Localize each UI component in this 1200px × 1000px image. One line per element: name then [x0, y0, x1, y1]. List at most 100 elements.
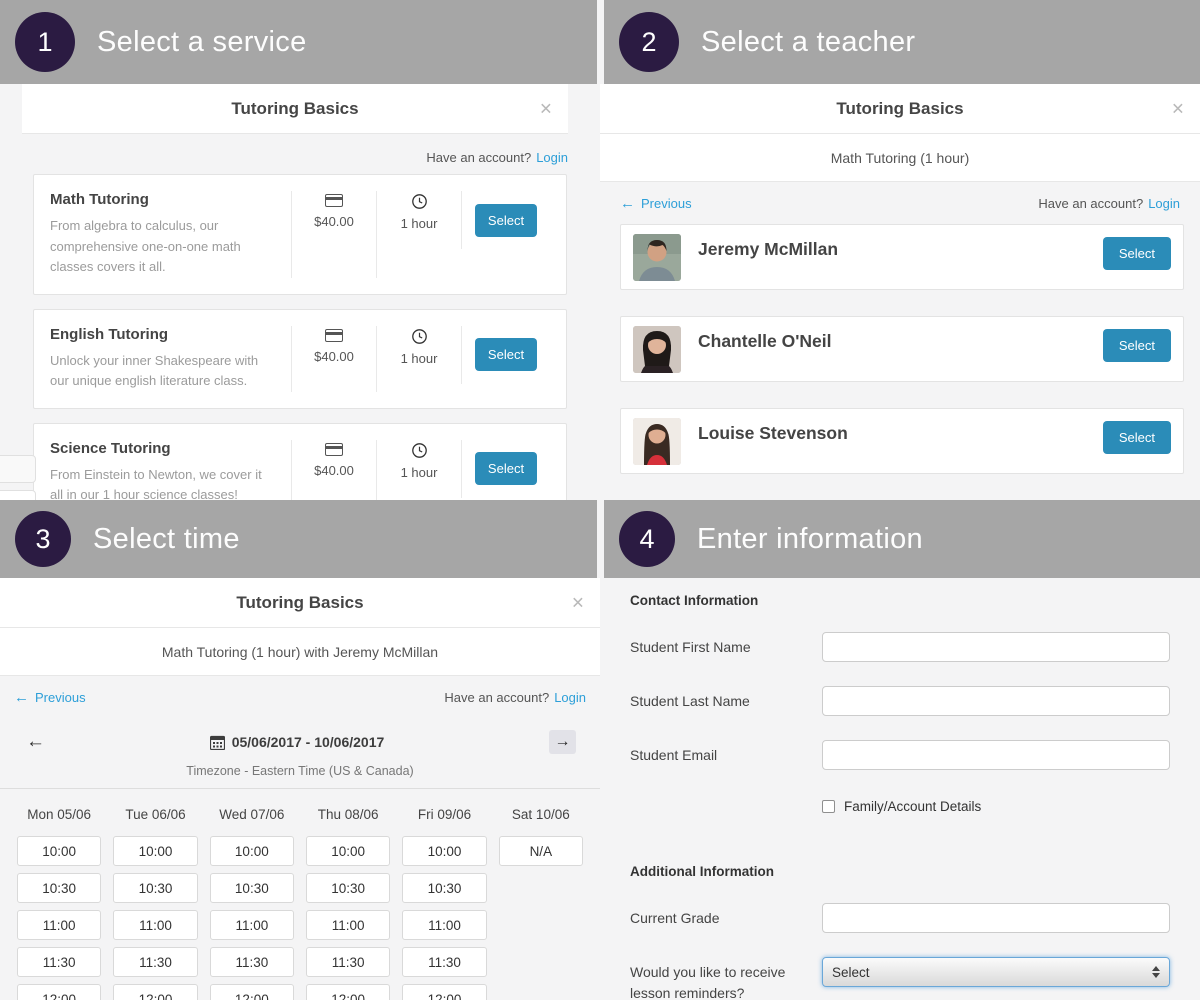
- day-column-mon: Mon 05/06 10:00 10:30 11:00 11:30 12:00: [11, 801, 107, 1000]
- teacher-name: Chantelle O'Neil: [698, 331, 832, 351]
- service-duration-col: 1 hour: [376, 191, 461, 278]
- time-slot-button[interactable]: 11:30: [113, 947, 198, 977]
- time-slot-button[interactable]: 12:00: [209, 984, 294, 1000]
- time-slot-button[interactable]: 11:30: [402, 947, 487, 977]
- login-link[interactable]: Login: [536, 149, 568, 165]
- back-arrow-icon: ←: [14, 688, 29, 706]
- form-row: Student First Name: [630, 632, 1170, 662]
- first-name-input[interactable]: [822, 632, 1170, 662]
- login-link[interactable]: Login: [554, 689, 586, 705]
- service-description: Unlock your inner Shakespeare with our u…: [50, 352, 259, 389]
- time-slot-button[interactable]: 11:00: [113, 910, 198, 940]
- account-row: Have an account? Login: [0, 134, 600, 174]
- step-number-badge: 1: [15, 12, 75, 72]
- time-slot-button[interactable]: 11:30: [17, 947, 102, 977]
- close-icon[interactable]: ×: [1171, 97, 1184, 120]
- service-select-col: Select: [461, 439, 550, 498]
- time-slot-button[interactable]: 10:00: [306, 836, 391, 866]
- service-duration: 1 hour: [400, 350, 438, 366]
- nav-row: ← Previous Have an account? Login: [0, 676, 600, 718]
- time-slot-button[interactable]: 11:30: [209, 947, 294, 977]
- prev-week-arrow-icon[interactable]: ←: [26, 731, 45, 752]
- family-details-control: Family/Account Details: [822, 799, 1170, 814]
- modal-title: Tutoring Basics: [836, 98, 964, 118]
- time-slot-button[interactable]: 11:30: [306, 947, 391, 977]
- day-column-thu: Thu 08/06 10:00 10:30 11:00 11:30 12:00: [300, 801, 396, 1000]
- modal-titlebar: Tutoring Basics ×: [0, 578, 600, 628]
- time-slot-button[interactable]: 10:30: [17, 873, 102, 903]
- contact-information-heading: Contact Information: [630, 593, 759, 608]
- time-slot-button[interactable]: 12:00: [17, 984, 102, 1000]
- modal-titlebar: Tutoring Basics ×: [22, 84, 568, 134]
- service-price: $40.00: [314, 348, 354, 364]
- first-name-label: Student First Name: [630, 639, 751, 655]
- partial-widget: [0, 490, 36, 500]
- last-name-label: Student Last Name: [630, 693, 750, 709]
- time-slot-button[interactable]: 10:00: [113, 836, 198, 866]
- select-service-button[interactable]: Select: [474, 203, 538, 237]
- time-slot-button[interactable]: 12:00: [113, 984, 198, 1000]
- back-arrow-icon: ←: [620, 194, 635, 212]
- timezone-label: Timezone - Eastern Time (US & Canada): [186, 764, 414, 778]
- service-card: Math Tutoring From algebra to calculus, …: [33, 174, 567, 295]
- time-slot-button[interactable]: 10:00: [209, 836, 294, 866]
- email-input[interactable]: [822, 740, 1170, 770]
- time-slot-button[interactable]: 12:00: [306, 984, 391, 1000]
- modal-title: Tutoring Basics: [236, 592, 364, 612]
- select-teacher-button[interactable]: Select: [1102, 421, 1171, 454]
- select-service-button[interactable]: Select: [474, 452, 538, 486]
- service-description: From algebra to calculus, our comprehens…: [50, 218, 241, 275]
- day-header: Fri 09/06: [417, 807, 472, 822]
- previous-link[interactable]: ← Previous: [14, 689, 86, 706]
- service-info: Math Tutoring From algebra to calculus, …: [50, 191, 291, 278]
- select-teacher-button[interactable]: Select: [1102, 237, 1171, 270]
- service-duration: 1 hour: [400, 464, 438, 480]
- time-slot-unavailable: N/A: [498, 836, 583, 866]
- step-number-badge: 3: [15, 511, 71, 567]
- close-icon[interactable]: ×: [539, 97, 552, 120]
- service-price-col: $40.00: [291, 191, 376, 278]
- service-price: $40.00: [314, 462, 354, 478]
- login-link[interactable]: Login: [1148, 195, 1180, 211]
- service-info: English Tutoring Unlock your inner Shake…: [50, 326, 291, 392]
- modal-titlebar: Tutoring Basics ×: [600, 84, 1200, 134]
- selection-summary: Math Tutoring (1 hour) with Jeremy McMil…: [0, 628, 600, 676]
- time-slot-button[interactable]: 11:00: [209, 910, 294, 940]
- teacher-card: Louise Stevenson Select: [620, 408, 1184, 474]
- time-slot-button[interactable]: 10:30: [402, 873, 487, 903]
- service-info: Science Tutoring From Einstein to Newton…: [50, 440, 291, 500]
- last-name-input[interactable]: [822, 686, 1170, 716]
- select-service-button[interactable]: Select: [474, 338, 538, 372]
- previous-link[interactable]: ← Previous: [620, 195, 692, 212]
- close-icon[interactable]: ×: [571, 591, 584, 614]
- select-spinner-icon: [1152, 966, 1160, 978]
- form-row: Student Email: [630, 740, 1170, 770]
- select-teacher-button[interactable]: Select: [1102, 329, 1171, 362]
- teacher-name: Louise Stevenson: [698, 423, 848, 443]
- form-row: Student Last Name: [630, 686, 1170, 716]
- time-slot-button[interactable]: 11:00: [306, 910, 391, 940]
- email-label: Student Email: [630, 747, 718, 763]
- service-description: From Einstein to Newton, we cover it all…: [50, 466, 262, 500]
- time-slot-button[interactable]: 11:00: [17, 910, 102, 940]
- day-column-fri: Fri 09/06 10:00 10:30 11:00 11:30 12:00: [396, 801, 492, 1000]
- next-week-button[interactable]: →: [549, 730, 576, 754]
- day-column-wed: Wed 07/06 10:00 10:30 11:00 11:30 12:00: [204, 801, 300, 1000]
- family-details-checkbox[interactable]: [822, 800, 835, 813]
- time-slot-button[interactable]: 11:00: [402, 910, 487, 940]
- divider: [0, 788, 600, 789]
- current-grade-input[interactable]: [822, 903, 1170, 933]
- step-title: Select a teacher: [701, 25, 916, 58]
- day-column-sat: Sat 10/06 N/A: [493, 801, 589, 1000]
- time-slot-button[interactable]: 10:30: [209, 873, 294, 903]
- time-slot-button[interactable]: 10:30: [306, 873, 391, 903]
- day-header: Thu 08/06: [317, 807, 379, 822]
- time-slot-button[interactable]: 10:00: [17, 836, 102, 866]
- time-slot-button[interactable]: 12:00: [402, 984, 487, 1000]
- selected-option: Select: [832, 964, 870, 980]
- lesson-reminders-select[interactable]: Select: [822, 957, 1170, 987]
- time-slot-button[interactable]: 10:00: [402, 836, 487, 866]
- additional-information-heading: Additional Information: [630, 864, 774, 879]
- time-slot-button[interactable]: 10:30: [113, 873, 198, 903]
- teacher-card: Jeremy McMillan Select: [620, 224, 1184, 290]
